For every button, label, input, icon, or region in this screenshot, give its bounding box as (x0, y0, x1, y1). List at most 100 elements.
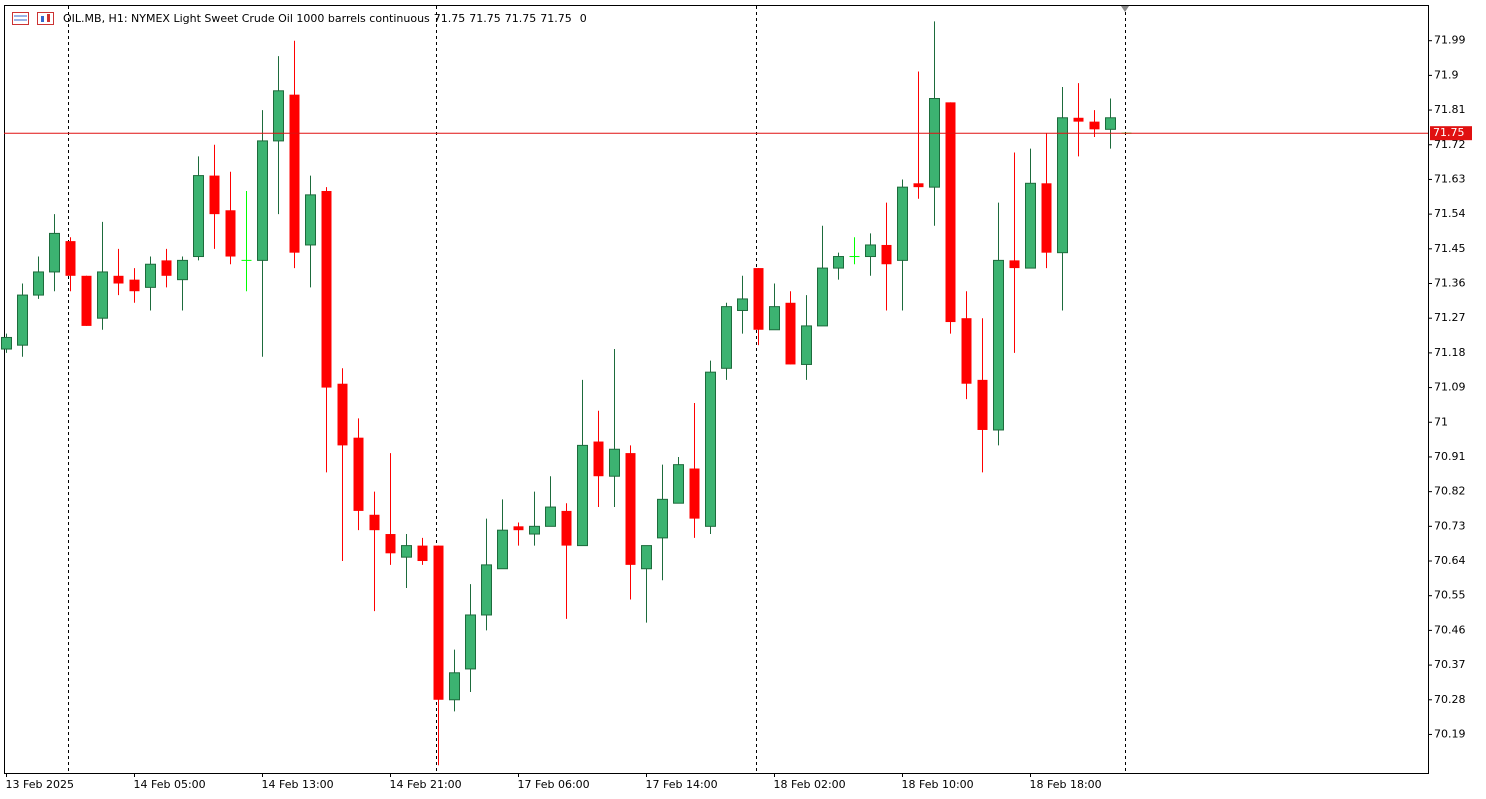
candle-body (33, 271, 44, 296)
candle-body (657, 498, 668, 539)
y-tick-label: 71 (1434, 415, 1448, 428)
y-tick-label: 71.72 (1434, 138, 1466, 151)
period-separators (68, 6, 1126, 773)
candle-body (1105, 117, 1116, 130)
candle-body (897, 186, 908, 261)
icon (37, 12, 54, 25)
price-label: 71.75 (1433, 126, 1465, 139)
x-tick-label: 18 Feb 02:00 (774, 778, 846, 791)
candle-body (273, 90, 284, 142)
candle-body (417, 545, 428, 562)
candle-body (561, 510, 572, 546)
y-tick-label: 71.36 (1434, 277, 1466, 290)
candle-body (689, 468, 700, 519)
candle-body (465, 614, 476, 670)
candle-body (1, 336, 12, 350)
y-tick-label: 70.28 (1434, 693, 1466, 706)
candle-body (833, 256, 844, 269)
y-tick-label: 71.63 (1434, 172, 1466, 185)
candle-body (817, 267, 828, 327)
candle-body (497, 529, 508, 570)
x-tick-label: 14 Feb 13:00 (262, 778, 334, 791)
candle-body (929, 98, 940, 188)
candle-body (513, 526, 524, 531)
candle-body (945, 102, 956, 323)
candle-body (353, 437, 364, 511)
y-tick-label: 70.19 (1434, 727, 1466, 740)
shift-marker (1121, 6, 1129, 12)
x-tick-label: 14 Feb 21:00 (390, 778, 462, 791)
candle-body (81, 275, 92, 326)
chart-title: OIL.MB, H1: NYMEX Light Sweet Crude Oil … (63, 12, 430, 25)
y-tick-label: 71.45 (1434, 242, 1466, 255)
icon (12, 12, 29, 25)
candle-body (481, 564, 492, 616)
y-tick-label: 70.46 (1434, 623, 1466, 636)
ohlc-volume: 0 (580, 12, 587, 25)
ohlc-open: 71.75 (434, 12, 466, 25)
icon-bar (47, 14, 50, 22)
candle-body (673, 464, 684, 504)
candle-body (881, 244, 892, 265)
ohlc-high: 71.75 (469, 12, 501, 25)
candle-body (209, 175, 220, 215)
candle-body (993, 259, 1004, 431)
candle-body (305, 194, 316, 246)
x-tick-label: 18 Feb 18:00 (1030, 778, 1102, 791)
candle-body (97, 271, 108, 319)
candle-body (641, 545, 652, 570)
candle-body (545, 506, 556, 527)
candle-body (433, 545, 444, 700)
candle-body (161, 260, 172, 276)
y-tick-label: 70.37 (1434, 658, 1466, 671)
candle-body (1089, 121, 1100, 130)
candle-body (961, 318, 972, 384)
y-tick-label: 71.27 (1434, 311, 1466, 324)
x-tick-label: 18 Feb 10:00 (902, 778, 974, 791)
candle-body (529, 525, 540, 535)
y-tick-label: 71.54 (1434, 207, 1466, 220)
y-tick-label: 71.09 (1434, 381, 1466, 394)
y-tick-label: 71.9 (1434, 68, 1459, 81)
candle-body (385, 534, 396, 554)
plot-frame (4, 5, 1429, 774)
candle-body (257, 140, 268, 261)
candle-body (289, 94, 300, 253)
y-tick-label: 71.18 (1434, 346, 1466, 359)
candle-body (369, 514, 380, 531)
candle-body (65, 241, 76, 276)
candle-body (449, 672, 460, 701)
candle-body (913, 183, 924, 188)
candle-body (593, 441, 604, 477)
candle-body (625, 453, 636, 565)
candle-body (113, 275, 124, 284)
icon-bar (41, 16, 44, 22)
candle-body (1073, 117, 1084, 122)
x-tick-label: 17 Feb 14:00 (646, 778, 718, 791)
candle-body (705, 371, 716, 527)
x-tick-label: 17 Feb 06:00 (518, 778, 590, 791)
candle-body (49, 232, 60, 273)
candle-body (1041, 183, 1052, 253)
candle-body (785, 302, 796, 365)
ohlc-close: 71.75 (540, 12, 572, 25)
header: OIL.MB, H1: NYMEX Light Sweet Crude Oil … (63, 12, 587, 25)
y-tick-label: 70.55 (1434, 589, 1466, 602)
candle-body (1057, 117, 1068, 254)
y-tick-label: 70.73 (1434, 519, 1466, 532)
candle-body (609, 448, 620, 477)
y-tick-label: 70.64 (1434, 554, 1466, 567)
x-tick-label: 14 Feb 05:00 (134, 778, 206, 791)
y-tick-label: 71.99 (1434, 34, 1466, 47)
price-label-box (1430, 126, 1472, 141)
candle-body (865, 244, 876, 258)
candle-body (193, 175, 204, 258)
candle-body (225, 210, 236, 257)
candle-body (129, 279, 140, 292)
candle-body (145, 263, 156, 288)
y-tick-label: 70.91 (1434, 450, 1466, 463)
ohlc-low: 71.75 (505, 12, 537, 25)
candle-body (737, 298, 748, 311)
